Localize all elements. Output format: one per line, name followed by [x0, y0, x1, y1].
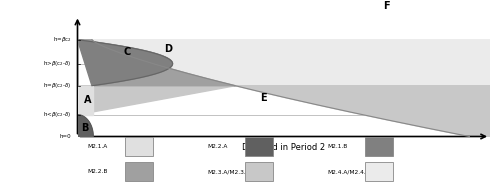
Text: h=0: h=0 — [60, 134, 72, 139]
Text: B: B — [81, 123, 88, 133]
Text: M2.4.A/M2.4.B: M2.4.A/M2.4.B — [328, 169, 370, 174]
Text: h<$\beta$(c$_2$-$\delta$): h<$\beta$(c$_2$-$\delta$) — [43, 110, 72, 119]
Text: M2.3.A/M2.3.B: M2.3.A/M2.3.B — [208, 169, 250, 174]
Text: A: A — [84, 95, 92, 105]
Text: M2.2.A: M2.2.A — [208, 144, 228, 149]
Text: M2.2.B: M2.2.B — [88, 169, 108, 174]
Polygon shape — [78, 86, 490, 136]
Text: D: D — [164, 44, 172, 54]
Text: h=$\beta$c$_2$: h=$\beta$c$_2$ — [52, 35, 72, 44]
Polygon shape — [92, 40, 490, 86]
Text: h>$\beta$(c$_2$-$\delta$): h>$\beta$(c$_2$-$\delta$) — [43, 59, 72, 68]
Text: M2.1.A: M2.1.A — [88, 144, 108, 149]
Text: A: A — [136, 142, 141, 151]
Text: M2.1.B: M2.1.B — [328, 144, 348, 149]
Text: F: F — [384, 1, 390, 11]
Text: C: C — [124, 47, 130, 57]
Text: B: B — [256, 142, 262, 151]
Text: D: D — [136, 167, 142, 176]
Polygon shape — [78, 40, 235, 86]
Text: Demand in Period 2: Demand in Period 2 — [242, 143, 326, 152]
Text: F: F — [376, 167, 382, 176]
Text: E: E — [260, 93, 266, 103]
Polygon shape — [78, 40, 172, 86]
Polygon shape — [78, 86, 93, 115]
Text: C: C — [376, 142, 382, 151]
Polygon shape — [78, 115, 93, 136]
Text: h=$\beta$(c$_2$-$\delta$): h=$\beta$(c$_2$-$\delta$) — [43, 81, 72, 90]
Text: E: E — [256, 167, 262, 176]
